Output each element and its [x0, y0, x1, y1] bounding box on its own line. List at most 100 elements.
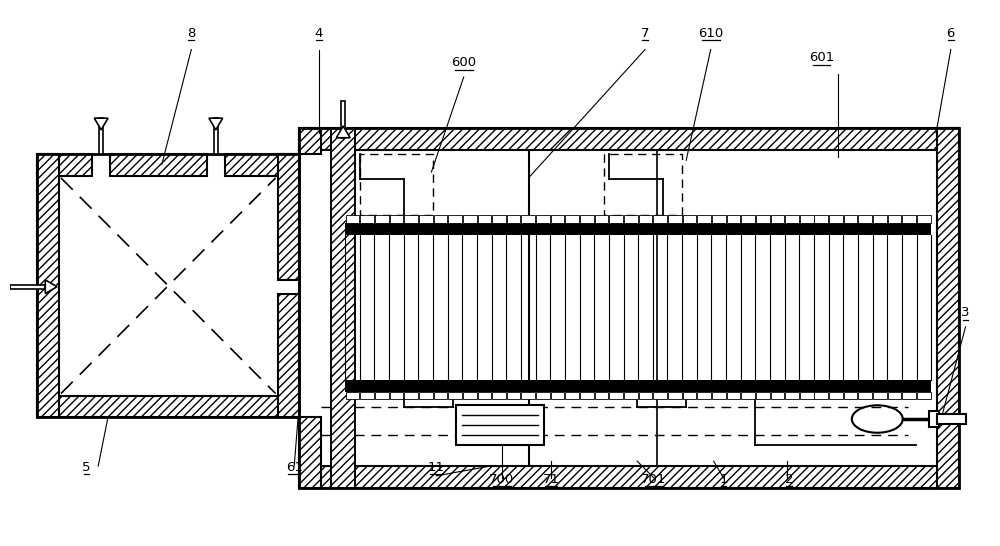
Bar — [937, 128, 959, 488]
Bar — [873, 391, 887, 400]
Bar — [565, 215, 579, 223]
Bar — [595, 391, 608, 400]
Bar — [521, 215, 535, 223]
Bar — [37, 155, 59, 417]
Bar — [299, 417, 321, 488]
Bar — [917, 391, 931, 400]
Polygon shape — [94, 118, 108, 130]
Bar — [653, 215, 667, 223]
Bar — [609, 391, 623, 400]
Bar — [785, 215, 799, 223]
Bar — [37, 155, 299, 417]
Polygon shape — [209, 118, 223, 130]
Bar — [331, 128, 355, 488]
Polygon shape — [45, 280, 57, 294]
Text: 701: 701 — [641, 473, 667, 485]
Text: 4: 4 — [315, 27, 323, 40]
Bar — [536, 391, 550, 400]
Bar — [346, 215, 359, 223]
Bar — [771, 391, 784, 400]
Text: 2: 2 — [785, 473, 793, 485]
Bar — [492, 391, 506, 400]
Text: 61: 61 — [286, 461, 303, 474]
Bar — [278, 155, 299, 280]
Bar — [668, 215, 682, 223]
Bar — [814, 215, 828, 223]
Bar — [929, 411, 939, 427]
Bar — [814, 391, 828, 400]
Text: 11: 11 — [428, 461, 445, 474]
Bar — [419, 215, 433, 223]
Bar — [653, 391, 667, 400]
Bar — [756, 215, 770, 223]
Bar — [844, 215, 857, 223]
Bar — [278, 294, 299, 417]
Bar — [756, 391, 770, 400]
Bar — [321, 150, 937, 466]
Text: 1: 1 — [719, 473, 728, 485]
Bar — [937, 414, 966, 424]
Bar — [448, 391, 462, 400]
Bar — [360, 215, 374, 223]
Bar — [507, 391, 520, 400]
Bar — [800, 391, 814, 400]
Bar — [507, 215, 520, 223]
Bar — [858, 215, 872, 223]
Bar — [785, 391, 799, 400]
Bar — [873, 215, 887, 223]
Text: 71: 71 — [542, 473, 559, 485]
Text: 600: 600 — [451, 56, 476, 69]
Bar — [390, 391, 403, 400]
Bar — [683, 215, 696, 223]
Bar — [59, 176, 278, 395]
Text: 7: 7 — [641, 27, 649, 40]
Bar — [341, 100, 345, 138]
Bar — [697, 215, 711, 223]
Bar — [521, 391, 535, 400]
Bar — [551, 215, 564, 223]
Bar — [595, 215, 608, 223]
Bar — [299, 128, 321, 155]
Bar — [624, 215, 638, 223]
Bar — [580, 391, 594, 400]
Bar — [37, 395, 299, 417]
Bar — [331, 128, 355, 488]
Bar — [639, 215, 652, 223]
Bar — [478, 215, 491, 223]
Bar — [299, 466, 959, 488]
Text: 3: 3 — [961, 306, 970, 319]
Bar — [902, 215, 916, 223]
Bar — [829, 391, 843, 400]
Bar — [771, 215, 784, 223]
Bar — [727, 391, 740, 400]
Bar — [375, 391, 389, 400]
Bar — [225, 155, 299, 176]
Bar — [917, 215, 931, 223]
Bar — [741, 215, 755, 223]
Bar — [800, 215, 814, 223]
Text: 700: 700 — [489, 473, 515, 485]
Bar — [639, 391, 652, 400]
Bar — [434, 215, 447, 223]
Bar — [580, 215, 594, 223]
Bar — [37, 155, 92, 176]
Text: 8: 8 — [187, 27, 195, 40]
Bar — [697, 391, 711, 400]
Bar — [448, 215, 462, 223]
Bar — [360, 391, 374, 400]
Bar — [390, 215, 403, 223]
Bar — [463, 215, 477, 223]
Bar — [844, 391, 857, 400]
Bar — [668, 391, 682, 400]
Bar — [299, 128, 959, 488]
Bar — [345, 380, 931, 391]
Bar — [902, 391, 916, 400]
Bar — [463, 391, 477, 400]
Bar — [741, 391, 755, 400]
Bar — [551, 391, 564, 400]
Bar — [727, 215, 740, 223]
Bar — [829, 215, 843, 223]
Bar — [404, 391, 418, 400]
Bar — [888, 391, 901, 400]
Bar — [345, 223, 931, 235]
